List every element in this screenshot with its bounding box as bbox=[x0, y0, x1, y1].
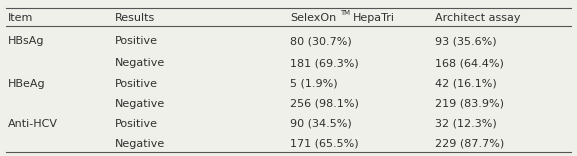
Text: 90 (34.5%): 90 (34.5%) bbox=[290, 119, 352, 129]
Text: 219 (83.9%): 219 (83.9%) bbox=[435, 99, 504, 109]
Text: 181 (69.3%): 181 (69.3%) bbox=[290, 58, 359, 68]
Text: Positive: Positive bbox=[115, 79, 158, 89]
Text: Anti-HCV: Anti-HCV bbox=[8, 119, 58, 129]
Text: HepaTri: HepaTri bbox=[353, 13, 395, 23]
Text: HBeAg: HBeAg bbox=[8, 79, 46, 89]
Text: 171 (65.5%): 171 (65.5%) bbox=[290, 139, 359, 149]
Text: 168 (64.4%): 168 (64.4%) bbox=[435, 58, 504, 68]
Text: 80 (30.7%): 80 (30.7%) bbox=[290, 36, 352, 46]
Text: TM: TM bbox=[340, 10, 350, 16]
Text: 229 (87.7%): 229 (87.7%) bbox=[435, 139, 504, 149]
Text: Positive: Positive bbox=[115, 119, 158, 129]
Text: 93 (35.6%): 93 (35.6%) bbox=[435, 36, 497, 46]
Text: HBsAg: HBsAg bbox=[8, 36, 44, 46]
Text: Results: Results bbox=[115, 13, 155, 23]
Text: 256 (98.1%): 256 (98.1%) bbox=[290, 99, 359, 109]
Text: 42 (16.1%): 42 (16.1%) bbox=[435, 79, 497, 89]
Text: Positive: Positive bbox=[115, 36, 158, 46]
Text: Item: Item bbox=[8, 13, 33, 23]
Text: 32 (12.3%): 32 (12.3%) bbox=[435, 119, 497, 129]
Text: Negative: Negative bbox=[115, 58, 165, 68]
Text: Architect assay: Architect assay bbox=[435, 13, 520, 23]
Text: SelexOn: SelexOn bbox=[290, 13, 336, 23]
Text: Negative: Negative bbox=[115, 99, 165, 109]
Text: Negative: Negative bbox=[115, 139, 165, 149]
Text: 5 (1.9%): 5 (1.9%) bbox=[290, 79, 338, 89]
